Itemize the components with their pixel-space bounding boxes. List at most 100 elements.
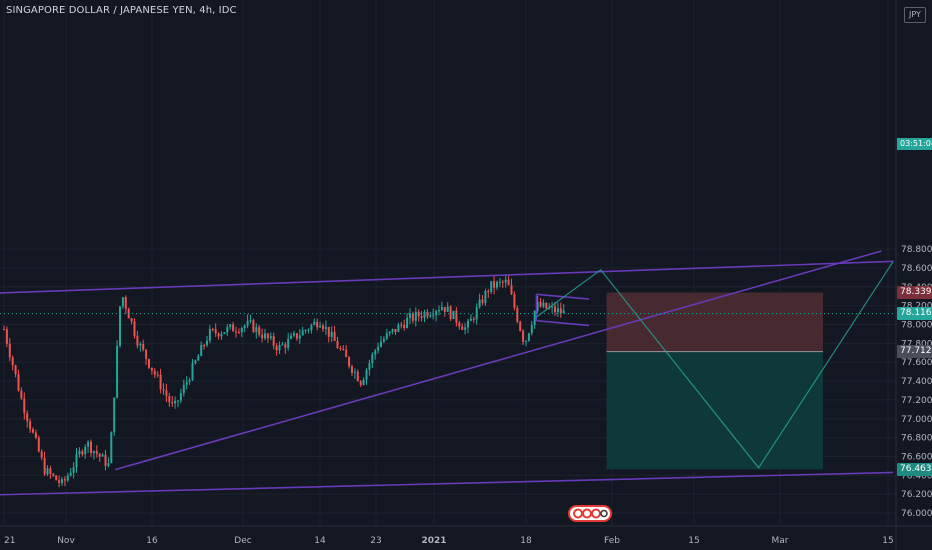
candle-body [188, 380, 191, 382]
trendlines[interactable] [0, 250, 894, 496]
trendline [114, 250, 882, 471]
candle-body [533, 310, 536, 325]
candle-body [304, 330, 307, 332]
candle-body [237, 331, 240, 333]
candle-body [319, 325, 322, 328]
candle-body [5, 329, 8, 344]
price-tick-label: 78.200 [901, 302, 932, 312]
candle-body [368, 363, 371, 370]
candle-body [310, 324, 313, 330]
candle-body [513, 294, 516, 308]
candle-body [316, 321, 319, 328]
candle-body [516, 307, 519, 322]
candle-body [171, 402, 174, 404]
time-tick-label: Feb [604, 536, 620, 546]
candle-body [226, 326, 229, 333]
candle-body [87, 441, 90, 447]
candle-body [95, 451, 98, 454]
candle-body [374, 350, 377, 355]
candle-body [266, 333, 269, 339]
candle-body [388, 331, 391, 334]
candle-body [229, 324, 232, 327]
candle-body [69, 472, 72, 476]
candle-body [406, 317, 409, 329]
position-risk-zone [606, 292, 823, 470]
candle-body [200, 344, 203, 357]
time-axis[interactable]: 21 Nov 16 Dec 14 23 2021 18 Feb 15 Mar 15 [4, 536, 894, 546]
candle-body [162, 389, 165, 391]
candle-body [530, 324, 533, 334]
candle-body [301, 330, 304, 336]
candle-body [217, 333, 220, 337]
candle-body [545, 302, 548, 309]
candle-body [539, 302, 542, 307]
candle-body [525, 340, 527, 342]
candle-body [107, 463, 110, 466]
candle-body [98, 453, 101, 457]
candle-body [208, 329, 211, 341]
target-price-tag: 76.463 [897, 462, 932, 476]
candle-body [504, 279, 507, 283]
brand-logo-icon [568, 505, 612, 522]
candle-body [81, 451, 84, 455]
candle-body [191, 363, 194, 381]
candle-body [481, 299, 484, 304]
candle-body [240, 328, 243, 333]
candle-body [119, 306, 121, 346]
candle-body [295, 333, 298, 339]
candle-body [55, 475, 58, 481]
time-tick-label: 21 [4, 536, 15, 546]
candle-body [26, 413, 29, 422]
candle-body [322, 325, 324, 330]
price-tick-label: 78.000 [901, 321, 932, 331]
time-tick-label: Dec [234, 536, 251, 546]
trendline [536, 293, 590, 300]
candle-body [246, 320, 249, 326]
candle-body [397, 324, 400, 333]
price-tick-label: 76.600 [901, 452, 932, 462]
candle-body [484, 290, 487, 304]
candle-body [142, 343, 145, 350]
candle-body [519, 321, 522, 331]
candle-body [150, 367, 153, 371]
price-tick-label: 77.400 [901, 377, 932, 387]
candle-body [211, 329, 214, 331]
candle-body [43, 457, 46, 475]
candle-body [353, 371, 356, 373]
candle-body [34, 432, 37, 438]
candle-body [411, 313, 414, 321]
candle-body [272, 336, 275, 346]
price-tick-label: 77.000 [901, 415, 932, 425]
candle-body [101, 454, 104, 457]
candle-body [78, 451, 81, 455]
candle-body [414, 311, 417, 321]
price-tick-label: 76.200 [901, 490, 932, 500]
candle-body [382, 338, 385, 342]
candle-body [203, 344, 206, 346]
time-tick-label: 2021 [421, 536, 446, 546]
candle-body [562, 310, 565, 314]
price-tick-label: 77.800 [901, 339, 932, 349]
candle-body [185, 381, 188, 385]
projected-path[interactable] [536, 261, 894, 469]
time-tick-label: 23 [370, 536, 381, 546]
candle-body [136, 335, 139, 346]
candle-body [110, 432, 113, 464]
reward-zone [606, 351, 823, 470]
candle-body [339, 348, 342, 350]
price-tick-label: 78.600 [901, 264, 932, 274]
candle-body [17, 374, 20, 391]
candle-body [130, 318, 133, 322]
candle-body [493, 281, 496, 288]
price-tick-label: 77.200 [901, 396, 932, 406]
candle-body [14, 365, 17, 375]
candle-body [182, 384, 185, 394]
candle-body [362, 379, 365, 385]
candle-body [20, 390, 23, 399]
currency-button[interactable]: JPY [904, 7, 926, 23]
candle-body [8, 343, 11, 358]
candle-body [510, 285, 513, 295]
price-tick-label: 77.600 [901, 358, 932, 368]
candle-body [443, 307, 446, 312]
